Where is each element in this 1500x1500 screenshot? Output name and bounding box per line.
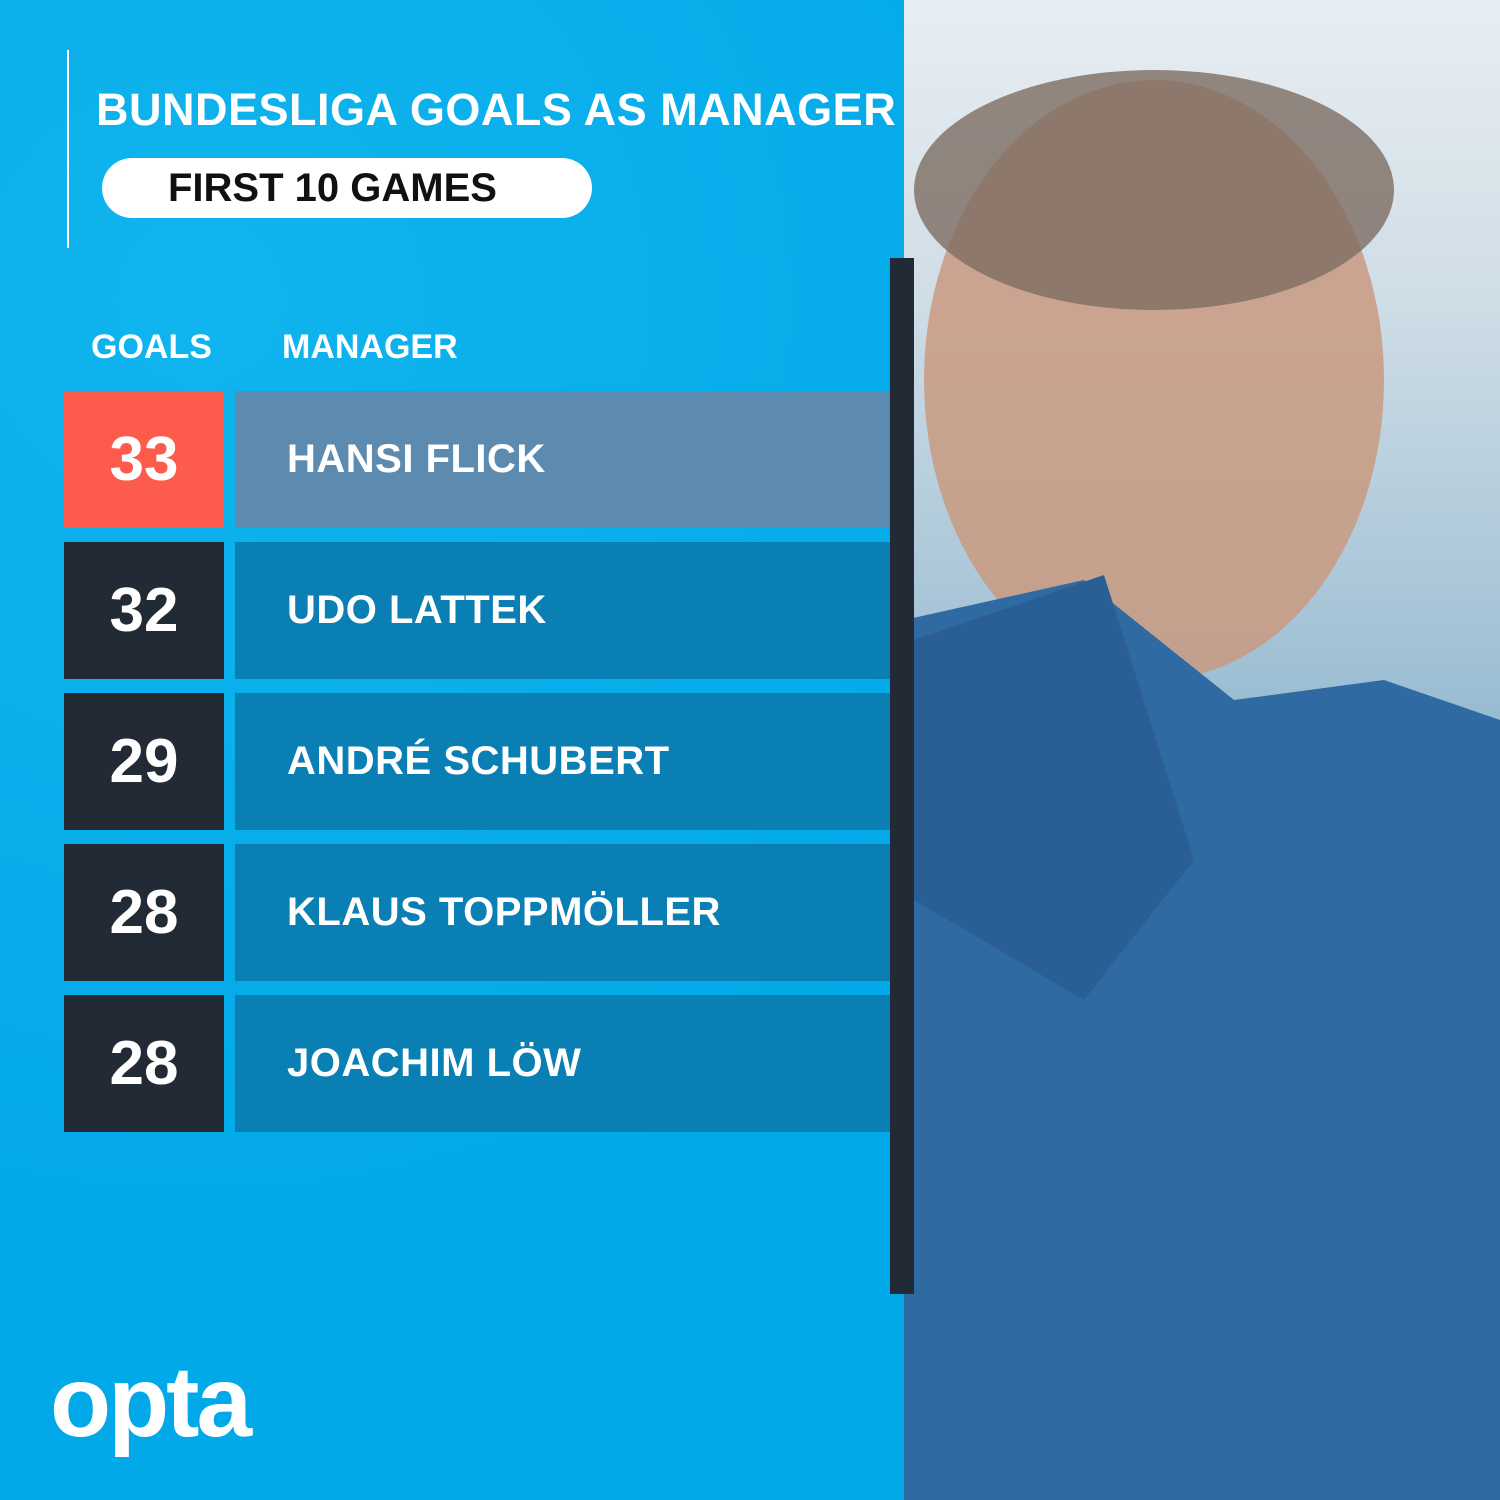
goals-cell: 28: [64, 995, 224, 1132]
manager-cell: HANSI FLICK: [235, 391, 890, 528]
goals-cell: 29: [64, 693, 224, 830]
table-row: 32 UDO LATTEK: [64, 542, 890, 679]
manager-cell: ANDRÉ SCHUBERT: [235, 693, 890, 830]
column-header-goals: GOALS: [91, 328, 212, 366]
title-divider: [67, 50, 69, 248]
manager-cell: KLAUS TOPPMÖLLER: [235, 844, 890, 981]
goals-cell: 32: [64, 542, 224, 679]
goals-cell: 33: [64, 391, 224, 528]
table-row: 28 JOACHIM LÖW: [64, 995, 890, 1132]
column-header-manager: MANAGER: [282, 328, 458, 366]
manager-cell: UDO LATTEK: [235, 542, 890, 679]
manager-photo: [904, 0, 1500, 1500]
table-row: 28 KLAUS TOPPMÖLLER: [64, 844, 890, 981]
opta-logo: opta: [50, 1346, 252, 1458]
manager-photo-illustration: [904, 70, 1500, 1500]
table-row: 33 HANSI FLICK: [64, 391, 890, 528]
divider-bar: [890, 258, 914, 1294]
chart-title: BUNDESLIGA GOALS AS MANAGER: [96, 84, 897, 135]
goals-cell: 28: [64, 844, 224, 981]
table-row: 29 ANDRÉ SCHUBERT: [64, 693, 890, 830]
manager-cell: JOACHIM LÖW: [235, 995, 890, 1132]
chart-subtitle: FIRST 10 GAMES: [102, 158, 592, 218]
